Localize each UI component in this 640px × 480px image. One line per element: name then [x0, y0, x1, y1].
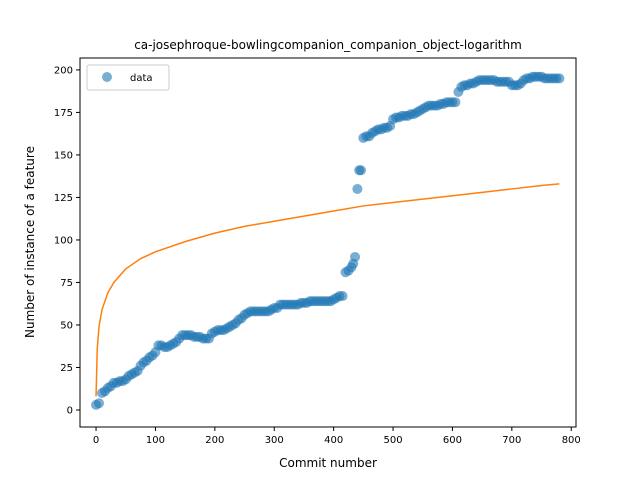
x-tick-label: 200	[205, 435, 224, 446]
legend-label-data: data	[130, 73, 153, 84]
plot-area	[79, 57, 577, 428]
y-axis-label: Number of instance of a feature	[23, 146, 37, 338]
y-tick-label: 0	[67, 405, 73, 416]
fit-line	[95, 183, 560, 397]
x-tick-label: 600	[443, 435, 462, 446]
data-point	[355, 165, 366, 176]
fit-layer	[95, 183, 560, 397]
y-axis: 0 25 50 75 100 125 150 175 200	[54, 65, 80, 416]
y-tick-label: 100	[54, 235, 73, 246]
legend-marker-data	[102, 72, 112, 82]
x-axis-label: Commit number	[279, 456, 377, 470]
x-tick-label: 400	[324, 435, 343, 446]
data-point	[337, 291, 348, 302]
y-tick-label: 75	[60, 278, 73, 289]
data-point	[352, 183, 363, 194]
x-tick-label: 700	[502, 435, 521, 446]
x-axis: 0 100 200 300 400 500 600 700 800	[93, 427, 581, 446]
y-tick-label: 200	[54, 65, 73, 76]
plot-frame	[79, 57, 577, 428]
y-tick-label: 150	[54, 150, 73, 161]
x-tick-label: 800	[562, 435, 581, 446]
legend: data	[86, 64, 170, 91]
x-tick-label: 0	[93, 435, 99, 446]
x-tick-label: 300	[265, 435, 284, 446]
chart-title: ca-josephroque-bowlingcompanion_companio…	[134, 38, 522, 52]
legend-box	[86, 64, 170, 91]
points-layer	[91, 71, 565, 410]
y-tick-label: 50	[60, 320, 73, 331]
y-tick-label: 25	[60, 363, 73, 374]
data-point	[554, 73, 565, 84]
data-point	[450, 97, 461, 108]
data-point	[350, 251, 361, 262]
y-tick-label: 125	[54, 193, 73, 204]
data-point	[94, 398, 105, 409]
x-tick-label: 100	[146, 435, 165, 446]
y-tick-label: 175	[54, 108, 73, 119]
x-tick-label: 500	[383, 435, 402, 446]
